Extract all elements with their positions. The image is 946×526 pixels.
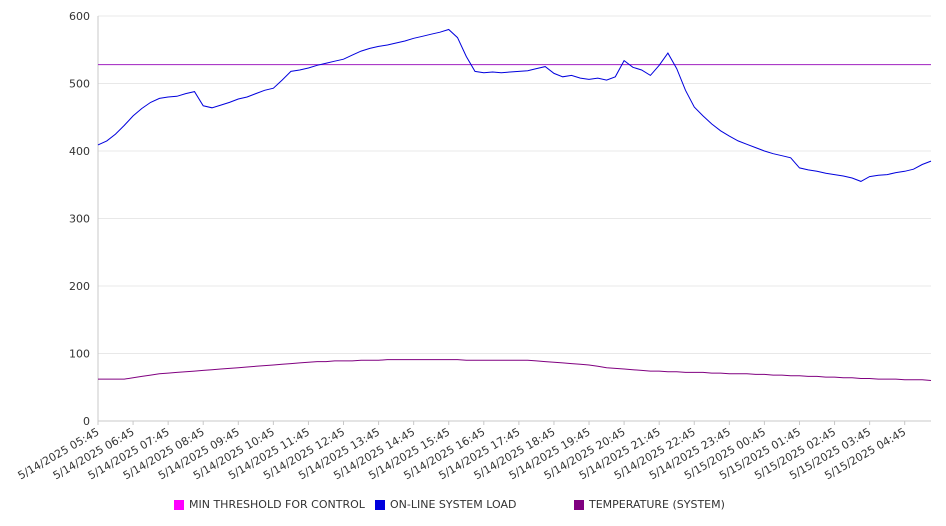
legend-label-min-threshold: MIN THRESHOLD FOR CONTROL <box>189 498 365 511</box>
legend: MIN THRESHOLD FOR CONTROL ON-LINE SYSTEM… <box>0 498 946 516</box>
y-tick-label: 300 <box>69 213 90 226</box>
y-tick-label: 100 <box>69 348 90 361</box>
legend-label-temperature: TEMPERATURE (SYSTEM) <box>589 498 725 511</box>
series-line-system-load <box>97 28 932 182</box>
y-tick-label: 400 <box>69 145 90 158</box>
legend-item-system-load[interactable]: ON-LINE SYSTEM LOAD <box>375 498 516 511</box>
series-line-temperature <box>98 359 932 381</box>
legend-swatch-min-threshold <box>174 499 184 510</box>
y-tick-label: 500 <box>69 78 90 91</box>
y-tick-label: 600 <box>69 10 90 23</box>
y-tick-label: 0 <box>83 415 90 428</box>
legend-label-system-load: ON-LINE SYSTEM LOAD <box>390 498 517 511</box>
legend-item-min-threshold[interactable]: MIN THRESHOLD FOR CONTROL <box>174 498 365 511</box>
y-tick-label: 200 <box>69 280 90 293</box>
legend-swatch-system-load <box>375 499 385 510</box>
legend-swatch-temperature <box>574 499 584 510</box>
legend-item-temperature[interactable]: TEMPERATURE (SYSTEM) <box>574 498 725 511</box>
